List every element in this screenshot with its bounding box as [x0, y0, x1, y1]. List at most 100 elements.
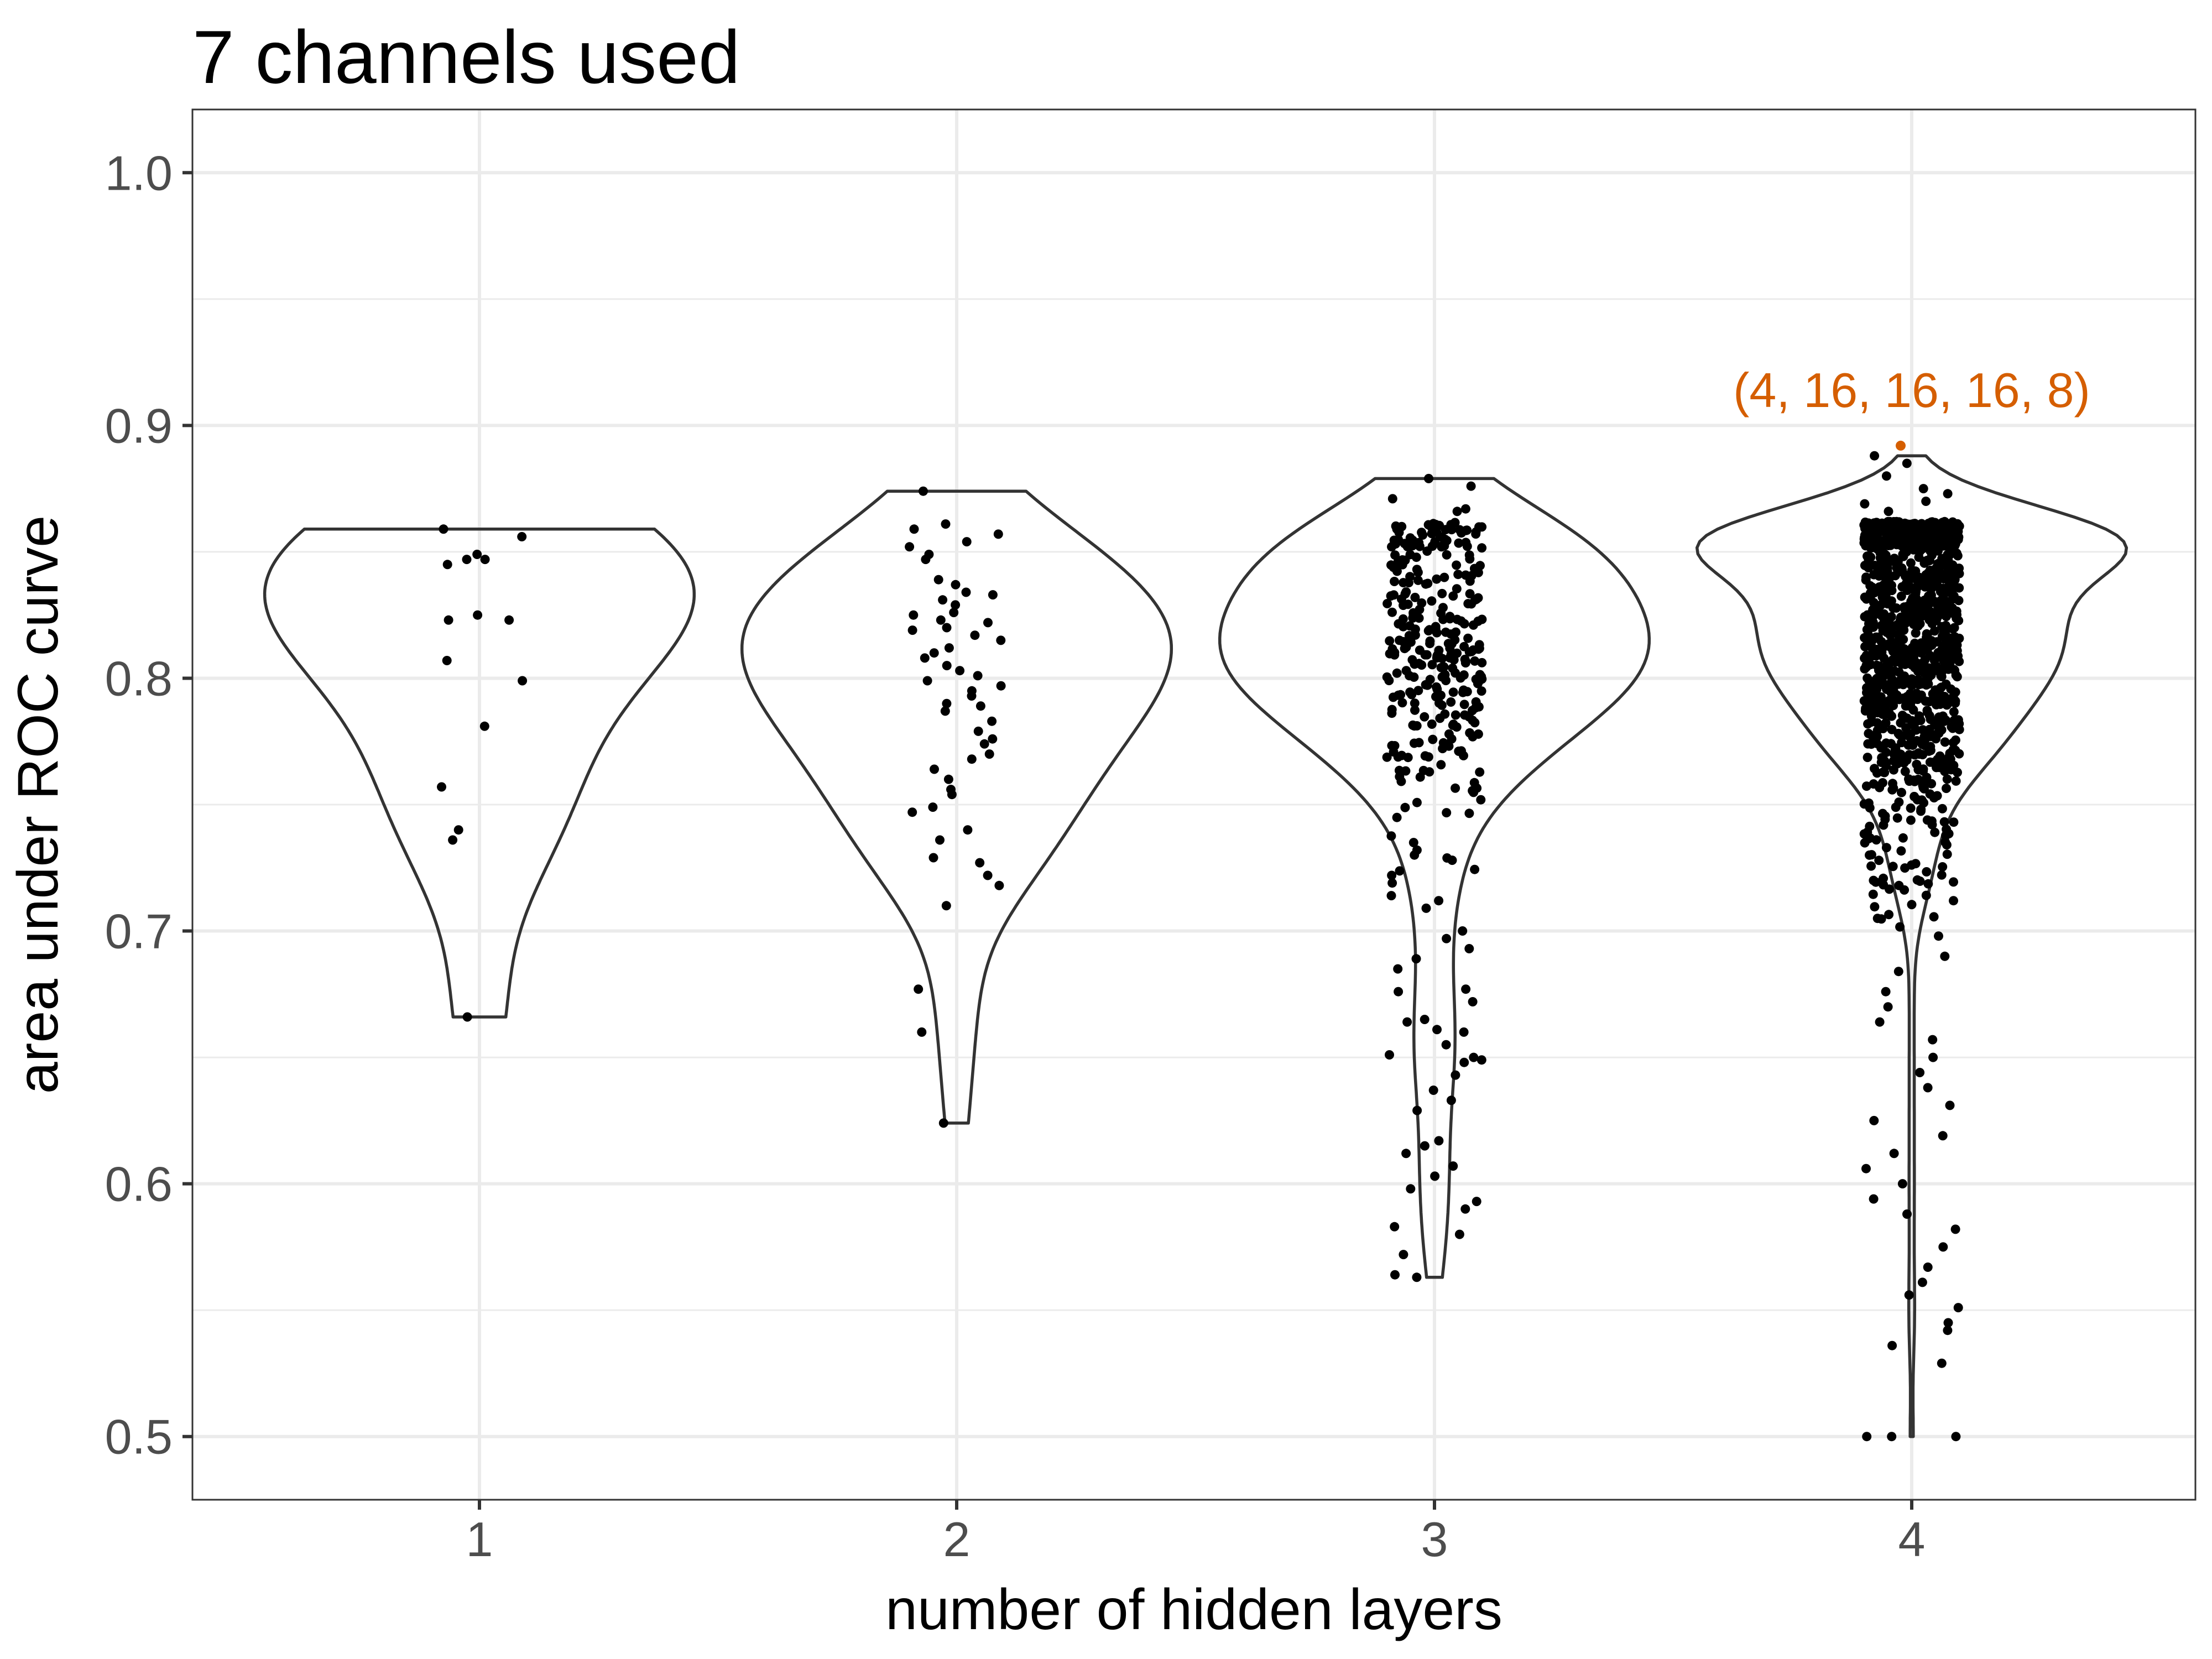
data-point [1390, 550, 1400, 560]
data-point [1942, 825, 1952, 834]
data-point [1942, 774, 1952, 784]
data-point [996, 681, 1006, 691]
data-point [1476, 795, 1486, 805]
data-point [1409, 672, 1419, 682]
data-point [1898, 550, 1908, 559]
data-point [1477, 543, 1487, 553]
data-point [1948, 585, 1958, 594]
data-point [1446, 1095, 1456, 1105]
data-point [1387, 740, 1397, 750]
data-point [1466, 481, 1476, 491]
data-point [1939, 817, 1949, 827]
violin-3 [1218, 477, 1651, 1279]
data-point [1890, 646, 1900, 656]
data-point [1452, 560, 1462, 570]
data-point [1881, 471, 1891, 481]
data-point [940, 706, 950, 716]
data-point [1891, 754, 1901, 764]
data-point [1388, 692, 1398, 702]
data-point [1954, 724, 1964, 734]
data-point [1387, 705, 1397, 714]
data-point [1473, 729, 1483, 739]
data-point [1879, 873, 1888, 883]
data-point [1913, 774, 1923, 784]
data-point [1906, 803, 1916, 813]
grid [192, 109, 2195, 1500]
data-point [1896, 846, 1906, 856]
data-point [1922, 867, 1932, 877]
y-tick-label: 0.6 [105, 1157, 173, 1212]
data-point [1397, 555, 1407, 565]
data-point [983, 618, 993, 628]
data-point [973, 726, 983, 736]
data-point [1881, 534, 1891, 544]
data-point [1434, 1136, 1444, 1146]
data-point [1430, 537, 1440, 547]
data-point [1904, 1290, 1914, 1300]
data-point [1917, 679, 1926, 689]
data-point [1460, 1204, 1470, 1214]
data-point [1461, 538, 1471, 547]
chart-title: 7 channels used [192, 15, 740, 99]
data-point [1876, 692, 1886, 702]
data-point [1864, 658, 1874, 668]
data-point [1885, 884, 1894, 894]
data-point [1924, 591, 1933, 601]
data-point [947, 790, 957, 800]
data-point [1451, 1070, 1460, 1080]
data-point [1872, 660, 1882, 670]
data-point [1407, 541, 1417, 551]
data-point [938, 595, 948, 605]
data-point [1383, 599, 1392, 608]
data-point [1410, 705, 1420, 715]
data-point [1420, 1141, 1430, 1151]
data-point [919, 486, 928, 496]
data-point [1882, 560, 1892, 570]
data-point [1395, 635, 1404, 645]
y-tick-label: 1.0 [105, 145, 173, 200]
data-point [1915, 1068, 1925, 1077]
data-point [1907, 674, 1917, 684]
data-point [448, 835, 458, 845]
data-point [1448, 687, 1458, 697]
data-point [1866, 717, 1876, 727]
data-point [1907, 860, 1917, 870]
data-point [1918, 783, 1928, 793]
data-point [1477, 686, 1486, 696]
data-point [920, 653, 930, 663]
data-point [970, 630, 980, 640]
data-point [1861, 1164, 1871, 1173]
data-point [504, 615, 514, 625]
data-point [1387, 607, 1397, 617]
data-point [1933, 559, 1943, 568]
data-point [1912, 795, 1922, 805]
data-point [967, 691, 977, 701]
data-point [1913, 749, 1923, 759]
data-point [1386, 891, 1396, 901]
data-point [1954, 749, 1964, 759]
data-point [1865, 641, 1875, 651]
data-point [907, 807, 917, 817]
data-point [1417, 660, 1427, 670]
data-point [1475, 767, 1485, 777]
data-point [1894, 880, 1904, 890]
data-point [935, 835, 945, 845]
data-point [1385, 1050, 1394, 1060]
data-point [1904, 614, 1914, 624]
data-point [936, 615, 946, 625]
violins [263, 454, 2128, 1438]
data-point [1437, 542, 1447, 552]
data-point [1472, 1197, 1481, 1207]
data-point [1437, 588, 1447, 598]
data-point [1929, 609, 1939, 619]
data-point [963, 825, 973, 835]
data-point [1913, 765, 1923, 775]
data-point [1921, 497, 1931, 506]
data-point [1870, 451, 1880, 461]
data-point [1880, 549, 1890, 559]
data-point [1400, 802, 1410, 812]
data-point [1907, 900, 1917, 910]
data-point [1910, 662, 1920, 672]
data-point [1425, 639, 1435, 649]
data-point [1421, 680, 1431, 690]
